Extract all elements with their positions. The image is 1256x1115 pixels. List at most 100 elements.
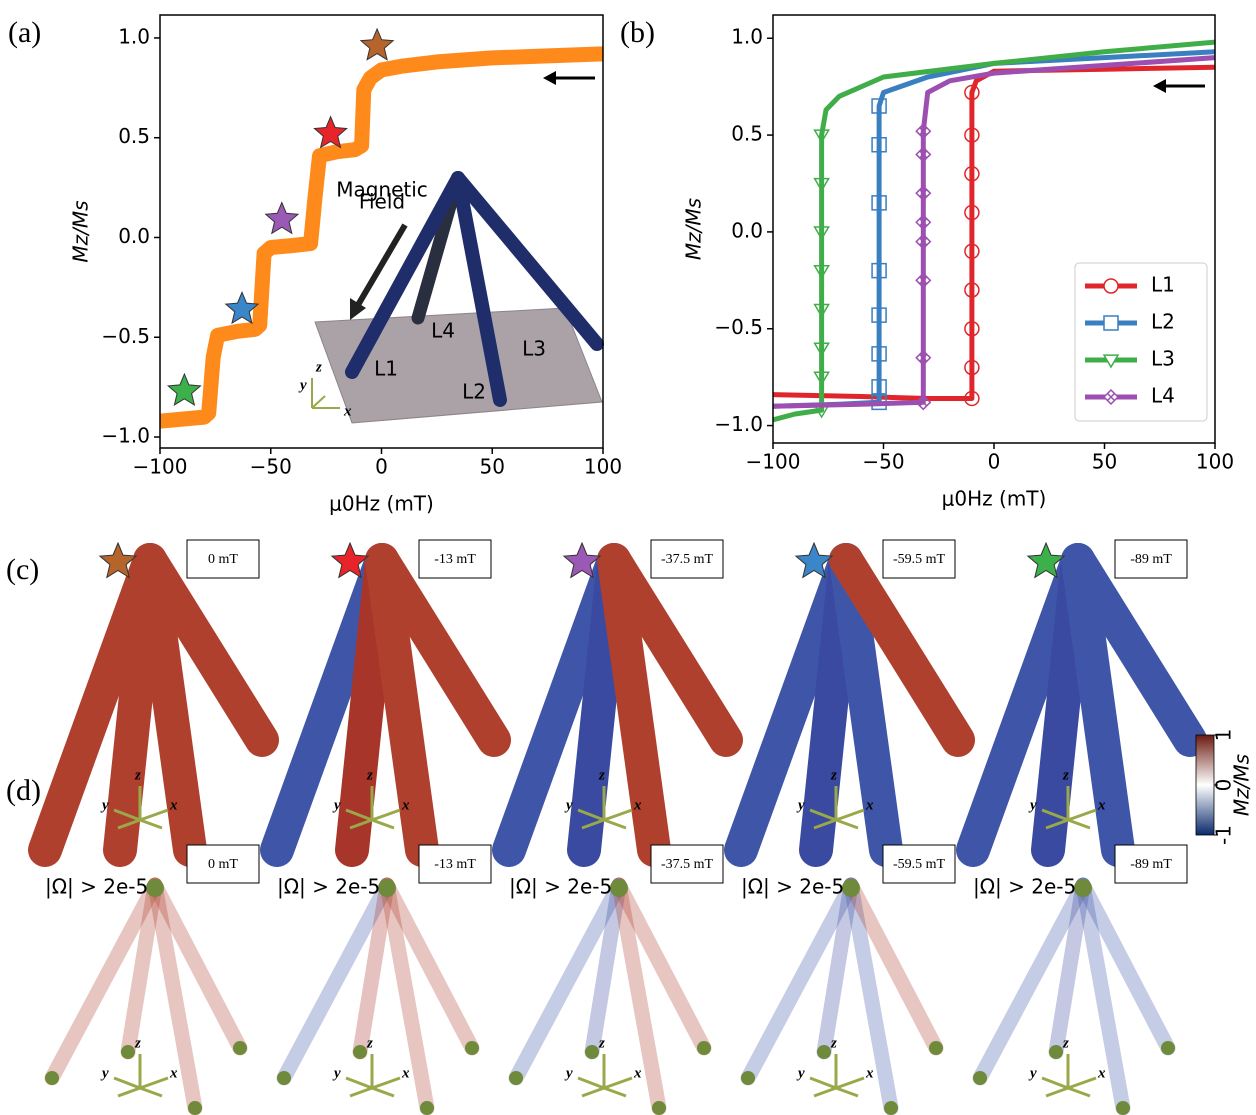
star <box>314 117 346 148</box>
y-tick-label: −0.5 <box>101 324 150 348</box>
triad-label: y <box>796 1065 805 1081</box>
triad-axis <box>604 1078 632 1088</box>
leg-end <box>697 1041 711 1055</box>
field-label: -37.5 mT <box>661 552 714 567</box>
leg-end <box>233 1041 247 1055</box>
field-label: -37.5 mT <box>661 857 714 872</box>
triad-label: x <box>169 797 178 813</box>
triad-label: z <box>366 767 373 783</box>
triad-label: z <box>830 767 837 783</box>
triad-axis <box>1046 1088 1068 1096</box>
legend-marker <box>1104 279 1118 293</box>
leg-end <box>652 1101 666 1115</box>
triad-label: x <box>633 1065 642 1081</box>
triad-label: y <box>564 1065 573 1081</box>
triad-label: x <box>865 1065 874 1081</box>
y-tick-label: −0.5 <box>714 315 763 339</box>
star <box>361 29 393 60</box>
x-tick-label: 0 <box>375 455 388 479</box>
triad-label: y <box>100 1065 109 1081</box>
field-label: Field <box>359 190 405 214</box>
triad-axis <box>140 1088 162 1096</box>
triad-label: y <box>298 377 307 393</box>
field-label: -13 mT <box>434 552 476 567</box>
inset-triad <box>312 378 340 408</box>
x-tick-label: −50 <box>862 450 904 474</box>
star <box>266 203 298 234</box>
triad-label: z <box>598 767 605 783</box>
triad-label: z <box>598 1035 605 1051</box>
panel-label: (d) <box>6 774 41 807</box>
colorbar-tick-label: 1 <box>1212 729 1236 742</box>
leg-end <box>188 1101 202 1115</box>
triad-label: y <box>564 797 573 813</box>
threshold-label: |Ω| > 2e-5 <box>509 875 612 899</box>
x-axis-label: μ0Hz (mT) <box>329 492 434 516</box>
legend-label: L1 <box>1151 273 1175 297</box>
triad <box>578 1054 632 1096</box>
triad-axis <box>1068 1078 1096 1088</box>
triad-label: x <box>1097 797 1106 813</box>
y-tick-label: 0.0 <box>118 224 150 248</box>
leg-end <box>817 1045 831 1059</box>
triad-label: y <box>796 797 805 813</box>
threshold-label: |Ω| > 2e-5 <box>277 875 380 899</box>
legend-label: L2 <box>1151 310 1175 334</box>
field-label: -89 mT <box>1130 552 1172 567</box>
leg-label: L1 <box>374 357 398 381</box>
y-tick-label: 0.0 <box>731 218 763 242</box>
figure: Magnetic Field L1 L2 L3 L4 x y z (c) (d)… <box>0 0 1256 1115</box>
x-tick-label: −100 <box>746 450 801 474</box>
triad-label: x <box>169 1065 178 1081</box>
panel-label: (a) <box>8 16 41 49</box>
triad-label: y <box>1028 797 1037 813</box>
field-label: -59.5 mT <box>893 857 946 872</box>
y-axis-label: Mz/Ms <box>682 198 706 260</box>
leg-end <box>1049 1045 1063 1059</box>
y-tick-label: 0.5 <box>731 122 763 146</box>
x-tick-label: −50 <box>250 455 292 479</box>
triad-label: z <box>134 767 141 783</box>
triad-label: x <box>1097 1065 1106 1081</box>
field-label: 0 mT <box>208 552 238 567</box>
triad-label: y <box>1028 1065 1037 1081</box>
triad-axis <box>114 1078 140 1088</box>
triad <box>810 1054 864 1096</box>
triad-axis <box>810 1078 836 1088</box>
y-tick-label: 0.5 <box>118 124 150 148</box>
triad-label: x <box>401 797 410 813</box>
field-label: 0 mT <box>208 857 238 872</box>
triad-axis <box>140 820 162 828</box>
y-tick-label: −1.0 <box>714 412 763 436</box>
panel-label: (b) <box>620 16 655 49</box>
inset: Magnetic Field L1 L2 L3 L4 x y z <box>298 178 602 424</box>
triad-label: x <box>343 403 352 419</box>
triad <box>1042 1054 1096 1096</box>
x-tick-label: −100 <box>133 455 188 479</box>
triad-label: x <box>865 797 874 813</box>
triad-label: x <box>633 797 642 813</box>
triad-axis <box>814 1088 836 1096</box>
leg-end <box>465 1041 479 1055</box>
x-tick-label: 100 <box>1196 450 1234 474</box>
star <box>168 374 200 405</box>
field-label: -13 mT <box>434 857 476 872</box>
triad-axis <box>836 1078 864 1088</box>
apex <box>842 879 860 897</box>
leg-label: L4 <box>431 319 455 343</box>
triad <box>346 1054 400 1096</box>
leg-label: L2 <box>462 380 486 404</box>
y-axis-label: Mz/Ms <box>69 200 93 262</box>
field-label: -59.5 mT <box>893 552 946 567</box>
leg-end <box>1161 1041 1175 1055</box>
apex <box>146 879 164 897</box>
triad-axis <box>604 810 632 820</box>
y-tick-label: −1.0 <box>101 424 150 448</box>
triad-axis <box>836 1088 858 1096</box>
leg-end <box>884 1101 898 1115</box>
threshold-label: |Ω| > 2e-5 <box>741 875 844 899</box>
triad-label: z <box>1062 1035 1069 1051</box>
triad <box>114 1054 168 1096</box>
threshold-label: |Ω| > 2e-5 <box>45 875 148 899</box>
triad-label: z <box>830 1035 837 1051</box>
